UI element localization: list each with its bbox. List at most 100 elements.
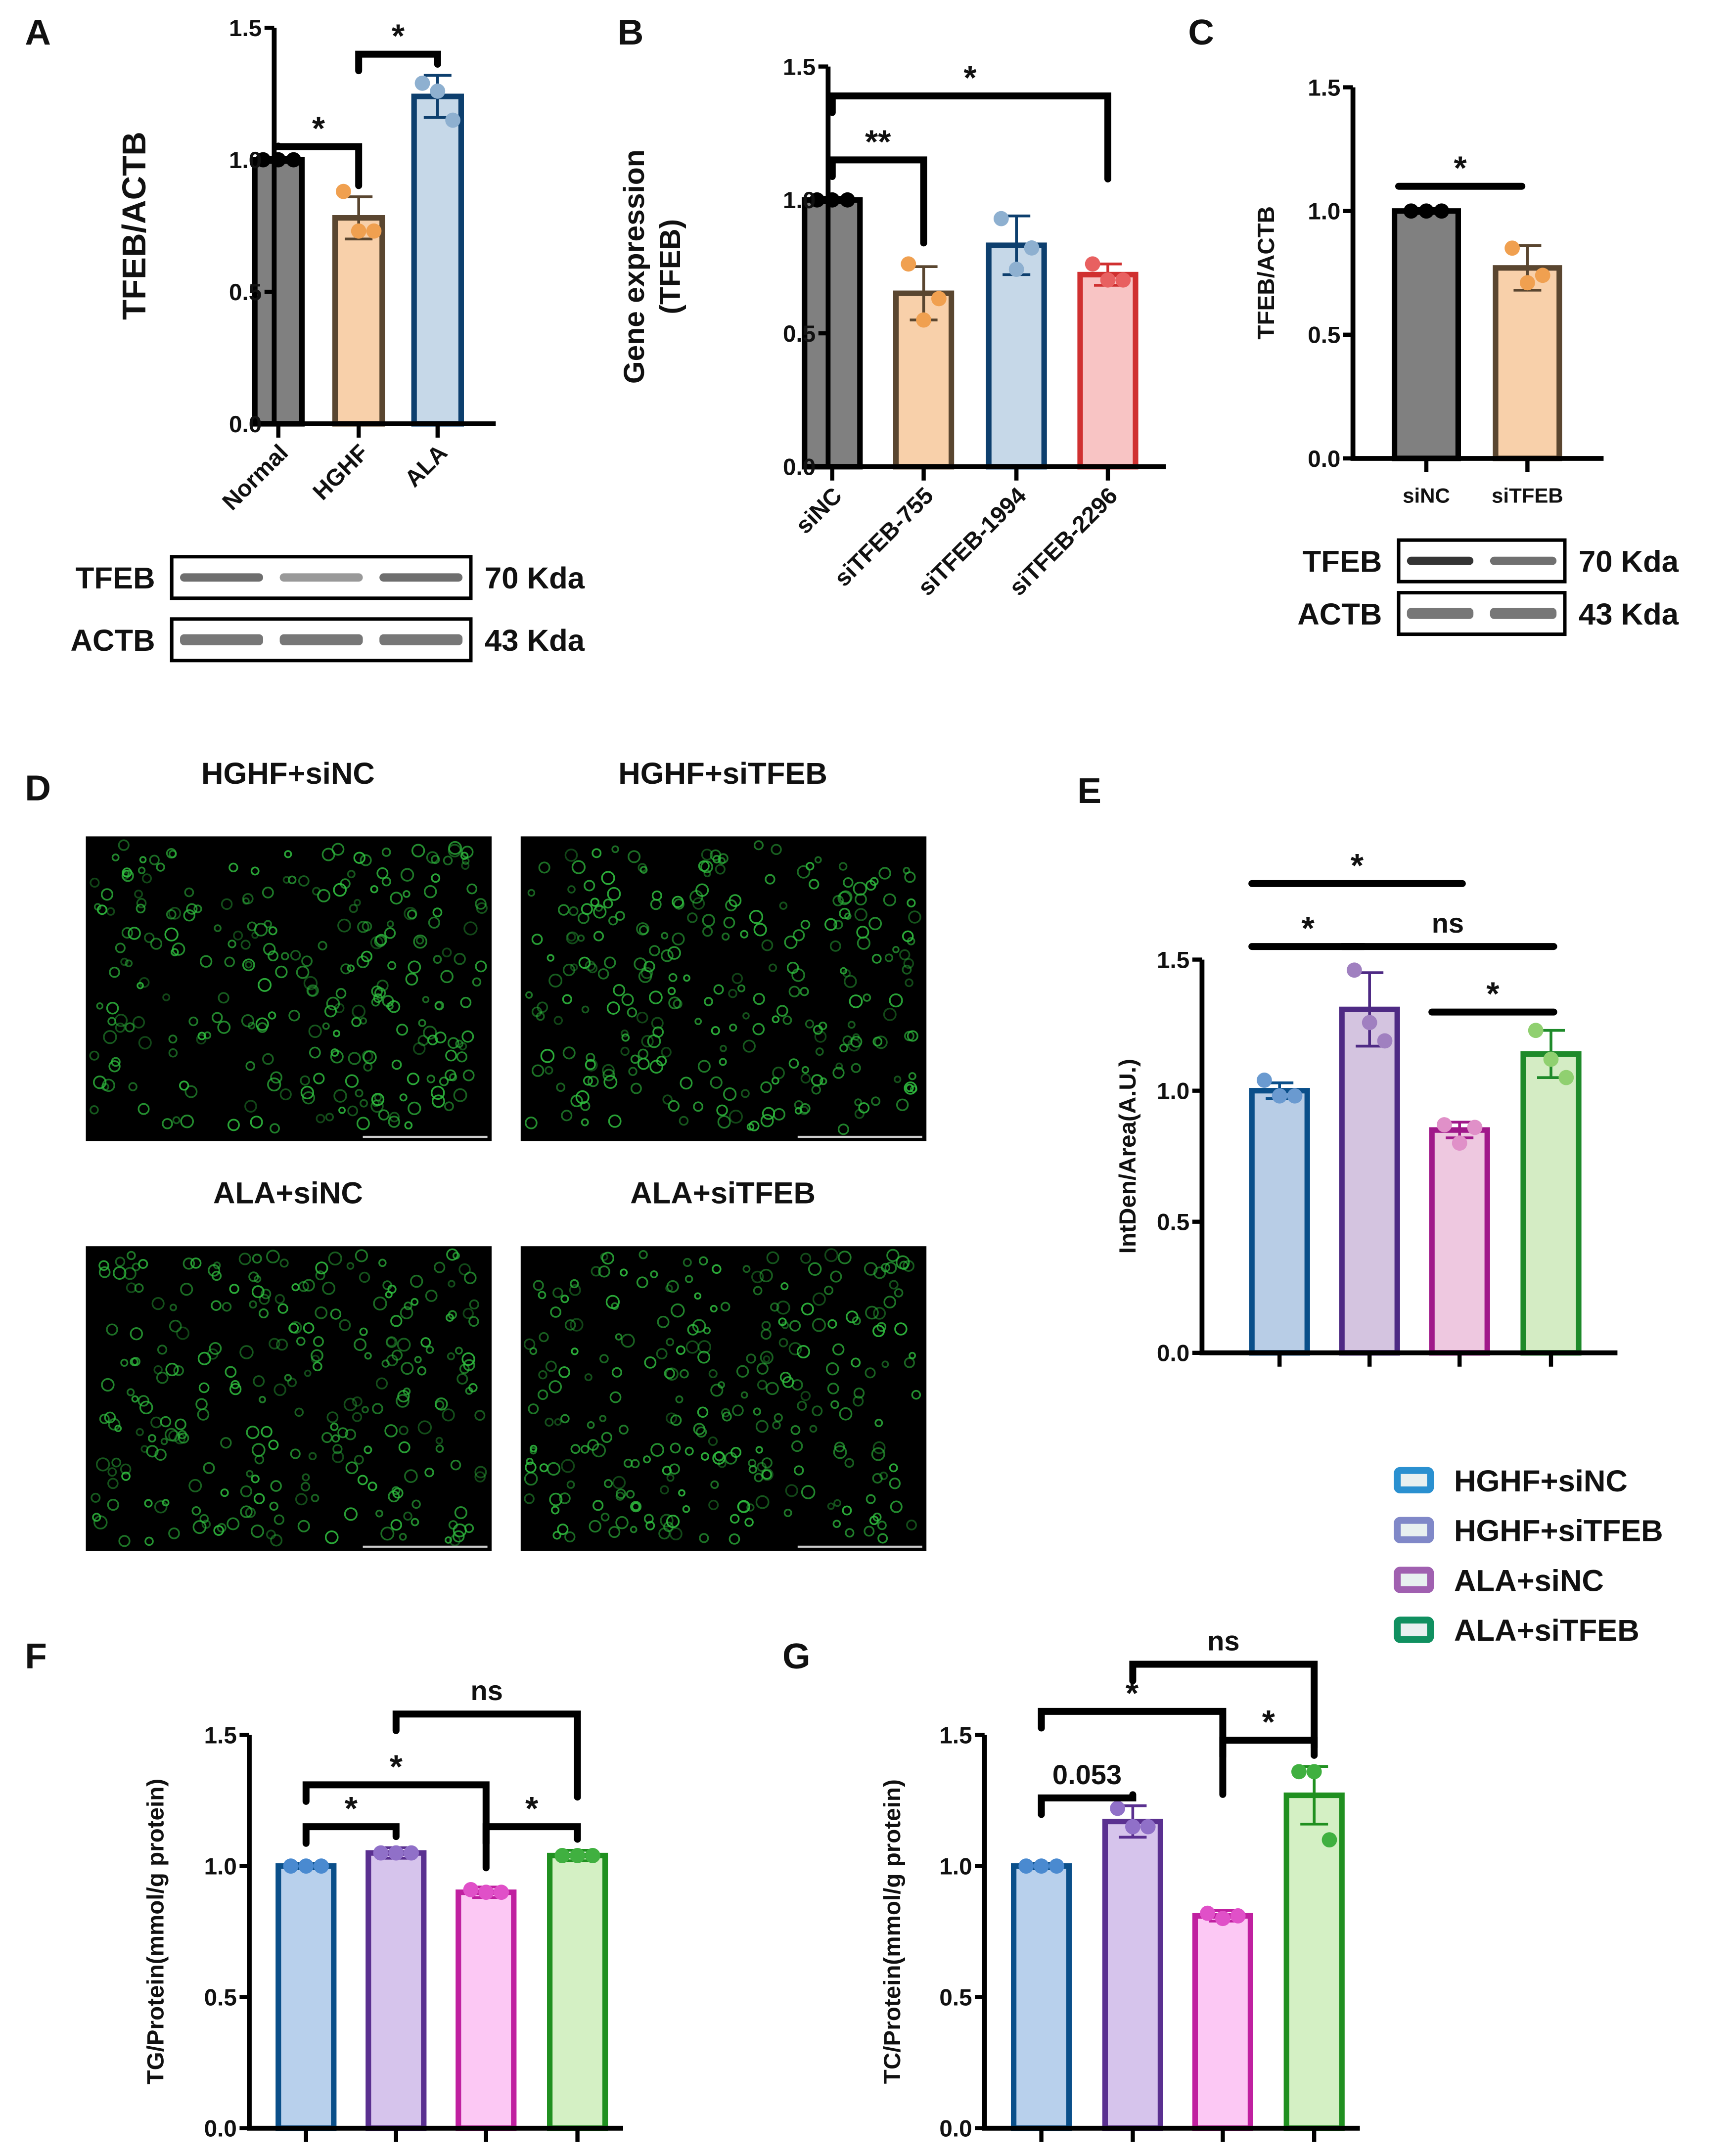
cell [794, 1465, 804, 1476]
y-tick-label: 1.5 [939, 1722, 972, 1749]
cell [434, 1001, 443, 1010]
cell [667, 946, 681, 960]
cell [908, 910, 921, 924]
cell [833, 920, 843, 930]
cell [784, 935, 798, 949]
cell [123, 1267, 137, 1280]
y-axis-label: IntDen/Area(A.U.) [1115, 1059, 1141, 1254]
cell [720, 1302, 730, 1312]
cell [354, 1454, 364, 1465]
cell [603, 1075, 618, 1089]
data-point [1230, 1908, 1246, 1924]
bar-HGHF+siTFEB [1102, 1818, 1163, 2131]
cell [601, 1432, 613, 1443]
cell [636, 1011, 648, 1024]
significance-bracket [1129, 1661, 1318, 1751]
cell [242, 893, 254, 904]
cell [239, 1345, 254, 1359]
cell [447, 1352, 455, 1360]
cell [253, 1375, 265, 1387]
cell [877, 1521, 887, 1530]
significance-bracket [392, 1710, 581, 1801]
y-axis-label: TG/Protein(mmol/g protein) [142, 1779, 169, 2085]
cell [599, 1415, 607, 1422]
cell [288, 1323, 299, 1334]
cell [461, 1352, 475, 1366]
cell [197, 1351, 211, 1365]
cell [531, 934, 543, 945]
cell [284, 850, 292, 858]
cell [150, 1416, 162, 1429]
cell [324, 1005, 337, 1018]
cell [560, 1414, 570, 1424]
blot-band [1407, 556, 1474, 565]
cell [570, 1094, 583, 1108]
cell [868, 917, 882, 931]
cell [372, 1403, 383, 1415]
cell [753, 923, 767, 937]
cell [455, 1347, 463, 1355]
cell [418, 1019, 426, 1027]
cell [269, 1338, 280, 1349]
cell [315, 1306, 328, 1319]
cell [753, 1286, 763, 1296]
cell [417, 1366, 427, 1376]
cell [125, 1022, 135, 1033]
cell [127, 1251, 136, 1260]
y-tick-label: 0.0 [1308, 446, 1340, 472]
cell [211, 1012, 223, 1024]
data-point [1049, 1858, 1064, 1874]
cell [760, 1350, 774, 1364]
cell [605, 1295, 620, 1309]
data-point [1418, 203, 1434, 219]
cell [444, 1101, 454, 1112]
cell [837, 891, 852, 905]
cell [352, 1396, 363, 1407]
cell [717, 1115, 731, 1129]
cell [96, 1002, 104, 1010]
cell [906, 1520, 917, 1530]
significance-bracket [828, 156, 927, 247]
cell [404, 1121, 413, 1130]
cell [849, 994, 863, 1008]
data-point [1200, 1905, 1215, 1921]
cell [682, 1505, 690, 1513]
cell [713, 984, 724, 995]
cell [459, 1363, 470, 1374]
cell [770, 1302, 779, 1312]
cell [371, 1093, 385, 1106]
cell [838, 1251, 852, 1264]
cell [742, 1039, 756, 1053]
cell [819, 1077, 827, 1085]
cell [361, 950, 373, 962]
blot-marker-label: 70 Kda [485, 561, 585, 595]
cell [456, 1051, 468, 1063]
cell [872, 1473, 883, 1484]
cell [664, 1368, 675, 1379]
cell [404, 907, 417, 921]
cell [449, 1073, 457, 1081]
cell [354, 1338, 367, 1351]
bar-HGHF+siTFEB [365, 1850, 427, 2131]
cell [229, 1284, 239, 1294]
cell [179, 1080, 189, 1091]
cell [903, 958, 914, 969]
legend-entry: ALA+siTFEB [1454, 1614, 1640, 1648]
cell [710, 1480, 719, 1489]
x-tick-label: ALA [400, 440, 453, 493]
cell [840, 967, 847, 975]
cell [737, 1500, 751, 1513]
cell [268, 950, 279, 962]
cell [90, 877, 100, 888]
cell [785, 1484, 798, 1497]
cell [586, 1053, 595, 1063]
cell [475, 960, 487, 973]
cell [905, 1083, 914, 1092]
legend-swatch [1394, 1517, 1434, 1543]
cell [101, 1378, 115, 1392]
cell [311, 1354, 320, 1364]
cell [270, 1534, 283, 1547]
cell [736, 1365, 749, 1378]
cell [753, 1407, 761, 1416]
cell [590, 898, 599, 907]
